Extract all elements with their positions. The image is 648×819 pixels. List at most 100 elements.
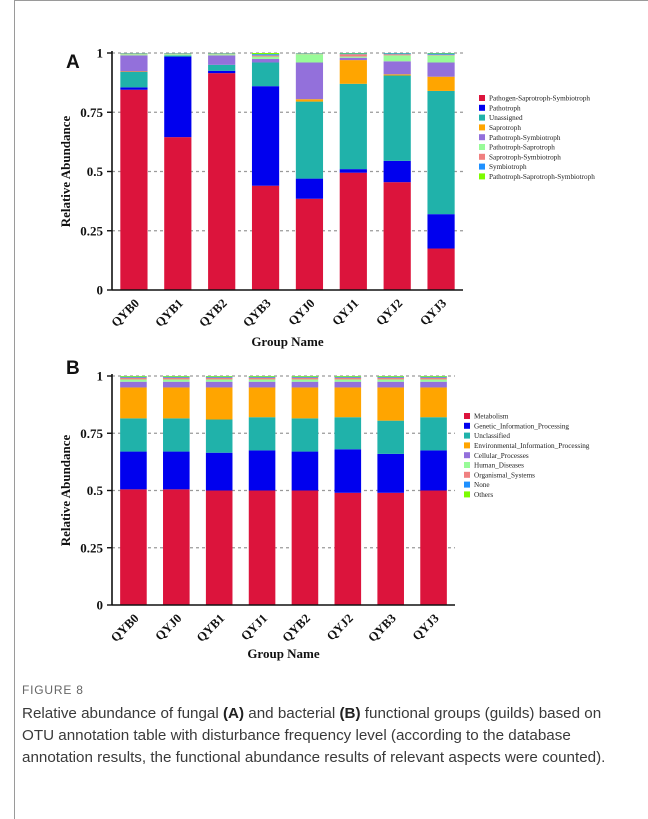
x-axis-title: Group Name — [251, 334, 324, 349]
bar-segment — [339, 53, 367, 55]
bar-segment — [205, 490, 233, 605]
bar-segment — [334, 492, 362, 605]
bar-segment — [291, 381, 319, 388]
legend-label: Cellular_Processes — [474, 452, 529, 460]
legend-label: Metabolism — [474, 413, 509, 421]
bar-segment — [163, 377, 190, 380]
legend-label: Organismal_Systems — [474, 471, 535, 479]
bar-segment — [208, 54, 236, 56]
legend-label: Saprotroph — [489, 124, 521, 132]
bar-segment — [205, 379, 233, 382]
bar-segment — [208, 55, 236, 65]
panel-letter: A — [66, 52, 80, 73]
bar-segment — [205, 376, 233, 377]
bar-segment — [383, 160, 411, 183]
bar-segment — [251, 86, 280, 186]
bar-segment — [377, 453, 404, 493]
x-tick-label: QYB3 — [365, 611, 398, 644]
caption-part: Relative abundance of fungal — [22, 705, 223, 722]
x-tick-label: QYJ2 — [324, 611, 356, 643]
bar-segment — [383, 54, 411, 56]
bar-segment — [291, 376, 319, 377]
bar-segment — [251, 53, 280, 55]
bar-segment — [120, 87, 148, 90]
legend-swatch — [464, 481, 470, 488]
bar-segment — [420, 381, 447, 388]
caption-part-a: (A) — [222, 705, 245, 722]
bar-segment — [339, 57, 367, 61]
bar-segment — [420, 417, 447, 451]
caption-part: functional groups (guilds) based on OTU … — [22, 705, 606, 766]
legend-label: Others — [474, 491, 493, 499]
legend-swatch — [479, 114, 485, 121]
bar-segment — [295, 101, 324, 179]
bar-segment — [291, 490, 319, 605]
bar-segment — [163, 376, 190, 377]
bar-segment — [420, 450, 447, 491]
legend-label: Symbiotroph — [489, 163, 527, 171]
bar-segment — [291, 376, 319, 378]
legend-swatch — [464, 413, 470, 419]
y-axis-title: Relative Abundance — [58, 115, 73, 227]
bar-segment — [163, 387, 190, 419]
bar-segment — [295, 62, 324, 100]
x-tick-label: QYB0 — [108, 611, 141, 644]
figure-caption: FIGURE 8 Relative abundance of fungal (A… — [22, 683, 622, 769]
legend-label: Pathotroph-Saprotroph-Symbiotroph — [489, 173, 595, 181]
bar-segment — [377, 420, 404, 454]
bar-segment — [383, 55, 411, 62]
x-tick-label: QYJ1 — [329, 296, 361, 328]
legend-swatch — [479, 104, 485, 111]
panel-letter: B — [66, 358, 80, 379]
bar-segment — [334, 377, 362, 380]
bar-segment — [120, 377, 147, 380]
bar-segment — [164, 54, 192, 56]
bar-segment — [251, 54, 280, 56]
bar-segment — [248, 417, 276, 451]
bar-segment — [251, 58, 280, 63]
y-tick-label: 0 — [97, 283, 104, 298]
bar-segment — [427, 76, 455, 91]
y-tick-label: 0.5 — [87, 164, 104, 179]
bar-segment — [291, 377, 319, 380]
legend-swatch — [479, 134, 485, 141]
bar-segment — [120, 54, 148, 56]
legend-swatch — [479, 163, 485, 170]
x-tick-label: QYJ0 — [152, 611, 184, 643]
bar-segment — [248, 450, 276, 491]
x-tick-label: QYB2 — [280, 611, 313, 644]
bar-segment — [251, 62, 280, 87]
bar-segment — [383, 75, 411, 161]
bar-segment — [334, 417, 362, 450]
bar-segment — [295, 99, 324, 102]
bar-segment — [420, 490, 447, 605]
bar-segment — [163, 381, 190, 388]
bar-segment — [377, 381, 404, 388]
bar-segment — [427, 90, 455, 215]
bar-segment — [205, 452, 233, 491]
bar-segment — [427, 54, 455, 56]
legend-label: Saprotroph-Symbiotroph — [489, 153, 561, 161]
figure-frame — [14, 0, 648, 819]
bar-segment — [291, 451, 319, 491]
bar-segment — [251, 55, 280, 57]
bar-segment — [295, 54, 324, 63]
chart-a: A QYB0 QYB1 QYB2 QYB3 QYJ0 QYJ1 QYJ2 QYJ3 0 0.25 0.… — [58, 46, 595, 350]
bar-segment — [248, 381, 276, 388]
y-axis-title: Relative Abundance — [58, 434, 73, 546]
figure-label: FIGURE 8 — [22, 683, 84, 697]
bar-segment — [205, 376, 233, 378]
legend-swatch — [464, 471, 470, 478]
bar-segment — [377, 376, 404, 377]
bar-segment — [163, 379, 190, 382]
bar-segment — [120, 379, 147, 382]
bar-segment — [420, 376, 447, 378]
x-tick-label: QYJ2 — [373, 296, 405, 328]
bar-segment — [291, 387, 319, 419]
legend-label: Pathotroph-Symbiotroph — [489, 134, 561, 142]
bar-segment — [427, 214, 455, 249]
bar-segment — [334, 376, 362, 377]
caption-text: Relative abundance of fungal (A) and bac… — [22, 703, 622, 769]
y-tick-label: 0.5 — [87, 483, 104, 498]
bar-segment — [248, 379, 276, 382]
